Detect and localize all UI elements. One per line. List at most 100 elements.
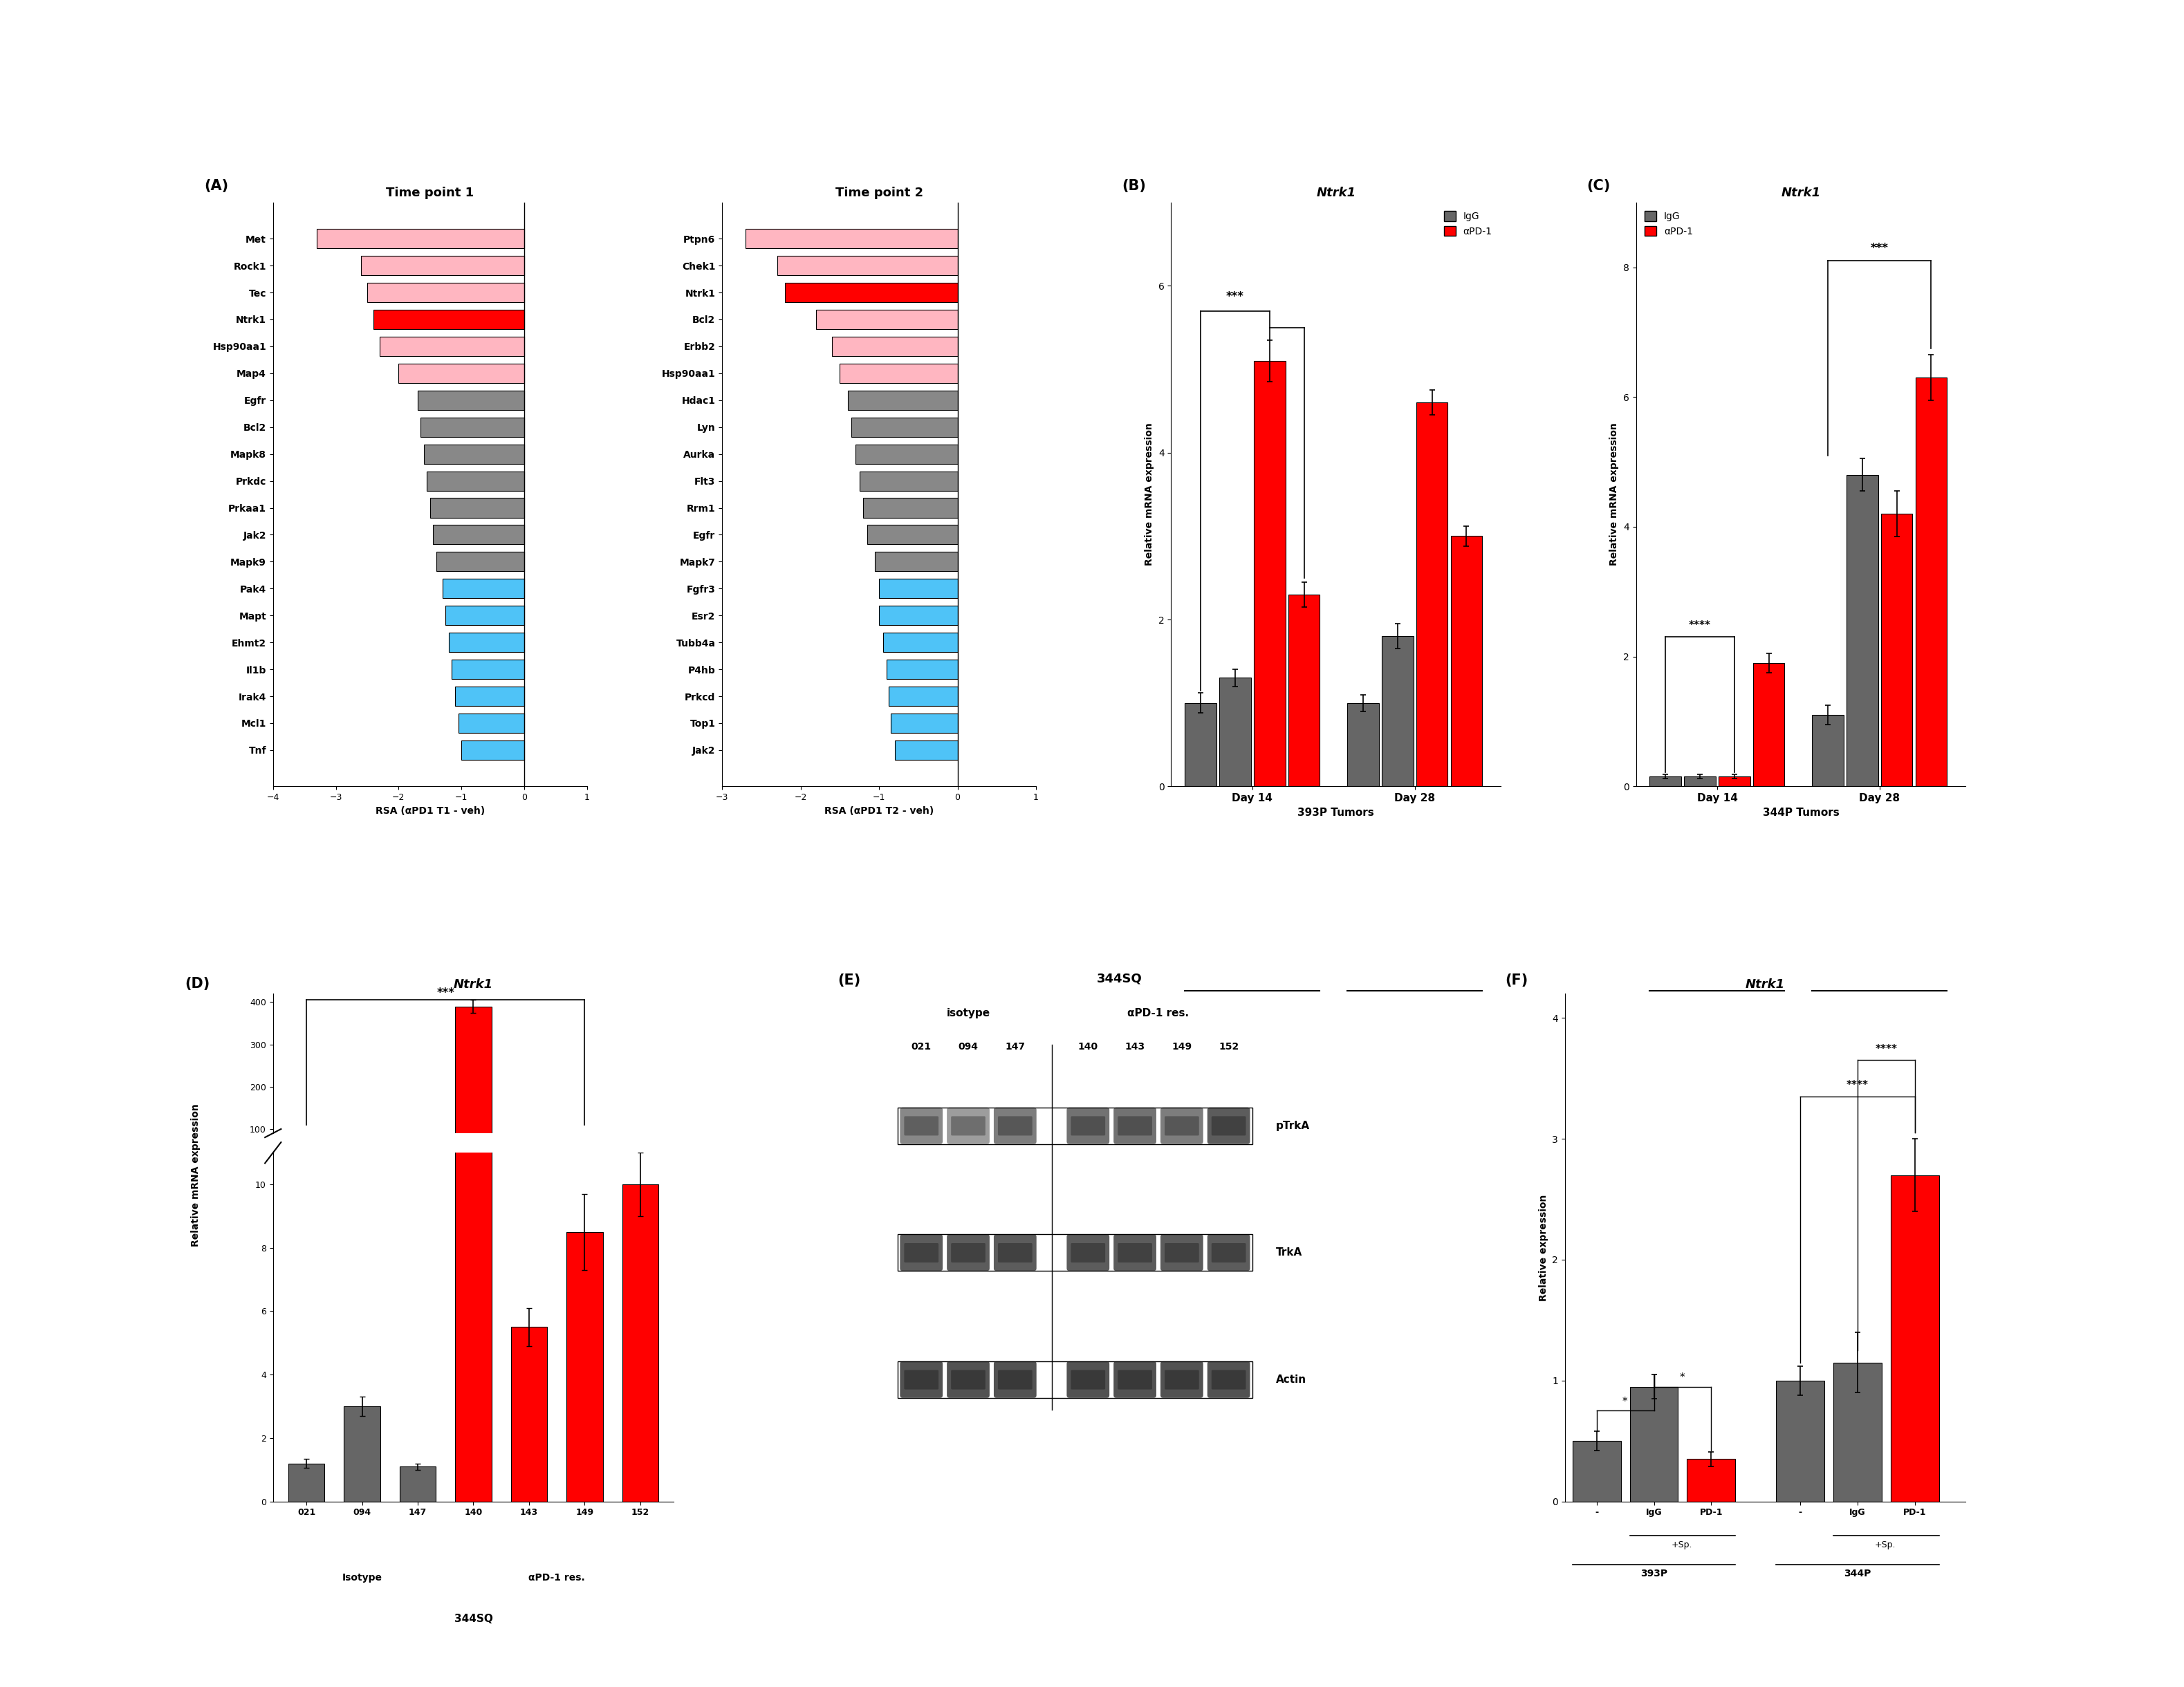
FancyBboxPatch shape [998, 1117, 1033, 1135]
FancyBboxPatch shape [1114, 1107, 1155, 1144]
Text: Actin: Actin [1275, 1375, 1306, 1385]
FancyBboxPatch shape [1066, 1107, 1109, 1144]
Title: Time point 2: Time point 2 [834, 187, 924, 199]
Bar [841, 364, 957, 383]
FancyBboxPatch shape [1212, 1117, 1245, 1135]
FancyBboxPatch shape [900, 1107, 943, 1144]
Bar [1776, 1380, 1824, 1501]
Text: pTrkA: pTrkA [1275, 1120, 1310, 1130]
Text: ***: *** [437, 987, 454, 999]
Y-axis label: Relative expression: Relative expression [1538, 1194, 1548, 1301]
Bar [566, 1232, 603, 1501]
Bar [895, 741, 957, 759]
Bar [878, 579, 957, 599]
Title: Ntrk1: Ntrk1 [1745, 978, 1784, 990]
Bar [1891, 1176, 1939, 1501]
X-axis label: 344P Tumors: 344P Tumors [1762, 808, 1839, 818]
Text: 147: 147 [1005, 1043, 1024, 1051]
Bar [417, 390, 524, 410]
Bar [863, 498, 957, 518]
Title: Ntrk1: Ntrk1 [1780, 187, 1821, 199]
FancyBboxPatch shape [1070, 1117, 1105, 1135]
Bar [343, 1407, 380, 1501]
Text: +Sp.: +Sp. [1671, 1540, 1693, 1549]
X-axis label: 393P Tumors: 393P Tumors [1297, 808, 1374, 818]
Title: Ntrk1: Ntrk1 [1317, 187, 1356, 199]
FancyBboxPatch shape [1208, 1361, 1249, 1399]
FancyBboxPatch shape [900, 1235, 943, 1270]
Bar [1845, 476, 1878, 786]
X-axis label: RSA (αPD1 T1 - veh): RSA (αPD1 T1 - veh) [376, 806, 485, 815]
Legend: IgG, αPD-1: IgG, αPD-1 [1640, 208, 1697, 240]
Title: 344SQ: 344SQ [1096, 972, 1142, 985]
Text: ****: **** [1876, 1044, 1898, 1054]
Bar [461, 741, 524, 759]
Bar [397, 364, 524, 383]
Text: (F): (F) [1505, 973, 1529, 987]
FancyBboxPatch shape [948, 1235, 989, 1270]
Bar [1348, 703, 1378, 786]
Text: 094: 094 [959, 1043, 978, 1051]
FancyBboxPatch shape [904, 1370, 939, 1390]
Bar [437, 552, 524, 572]
Text: 393P: 393P [1640, 1569, 1666, 1579]
Bar [1289, 594, 1319, 786]
Title: Ntrk1: Ntrk1 [454, 978, 494, 990]
Text: (B): (B) [1123, 179, 1147, 192]
Text: *: * [1679, 1373, 1684, 1383]
Bar [454, 687, 524, 705]
Bar [511, 1328, 548, 1501]
Text: Isotype: Isotype [343, 1572, 382, 1582]
FancyBboxPatch shape [904, 1243, 939, 1262]
Bar [1415, 403, 1448, 786]
Bar [446, 606, 524, 626]
Bar [784, 283, 957, 302]
Bar [1832, 1363, 1883, 1501]
Bar [1649, 776, 1682, 786]
FancyBboxPatch shape [950, 1117, 985, 1135]
Bar [1754, 663, 1784, 786]
FancyBboxPatch shape [1118, 1117, 1153, 1135]
Bar [448, 633, 524, 653]
Y-axis label: Relative mRNA expression: Relative mRNA expression [1610, 423, 1618, 565]
Bar [891, 714, 957, 732]
Bar [778, 256, 957, 275]
Bar [373, 310, 524, 329]
Text: ***: *** [1870, 241, 1889, 255]
FancyBboxPatch shape [994, 1107, 1037, 1144]
Text: 143: 143 [1125, 1043, 1144, 1051]
FancyBboxPatch shape [950, 1243, 985, 1262]
Bar [817, 310, 957, 329]
Text: TrkA: TrkA [1275, 1247, 1302, 1259]
Bar [288, 1463, 325, 1501]
Bar [422, 417, 524, 437]
Bar [832, 337, 957, 356]
FancyBboxPatch shape [1208, 1107, 1249, 1144]
Bar [426, 471, 524, 491]
FancyBboxPatch shape [1208, 1235, 1249, 1270]
FancyBboxPatch shape [1160, 1361, 1203, 1399]
Text: αPD-1 res.: αPD-1 res. [1127, 1009, 1188, 1019]
Bar [860, 471, 957, 491]
FancyBboxPatch shape [998, 1243, 1033, 1262]
Bar [1684, 776, 1717, 786]
Bar [566, 1167, 603, 1171]
FancyBboxPatch shape [1118, 1370, 1153, 1390]
Text: αPD-1 res.: αPD-1 res. [529, 1572, 585, 1582]
Bar [867, 525, 957, 545]
Bar [1813, 715, 1843, 786]
FancyBboxPatch shape [1114, 1361, 1155, 1399]
Bar [898, 1361, 1254, 1399]
Bar [1880, 515, 1913, 786]
Text: (C): (C) [1586, 179, 1610, 192]
FancyBboxPatch shape [1164, 1370, 1199, 1390]
Y-axis label: Relative mRNA expression: Relative mRNA expression [1144, 423, 1155, 565]
Bar [454, 0, 491, 1501]
Text: (D): (D) [186, 977, 210, 990]
FancyBboxPatch shape [994, 1361, 1037, 1399]
Bar [1719, 776, 1749, 786]
FancyBboxPatch shape [1160, 1107, 1203, 1144]
Text: +Sp.: +Sp. [1874, 1540, 1896, 1549]
FancyBboxPatch shape [1118, 1243, 1153, 1262]
Bar [745, 229, 957, 248]
